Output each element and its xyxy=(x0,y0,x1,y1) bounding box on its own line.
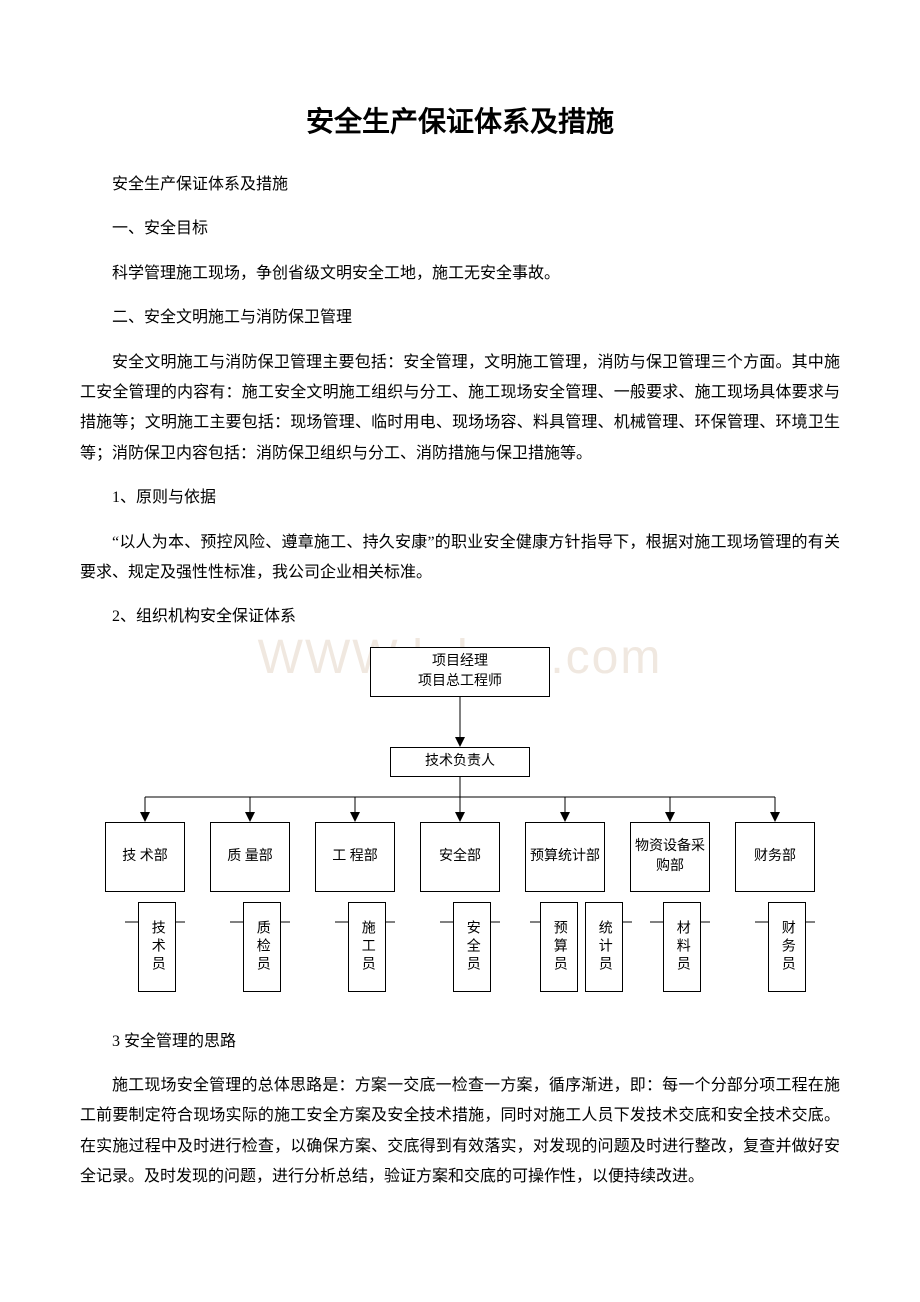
org-mid-box: 技术负责人 xyxy=(390,747,530,777)
org-sub-label: 统计员 xyxy=(594,920,614,974)
org-dept-box: 物资设备采购部 xyxy=(630,822,710,892)
para-5: 安全文明施工与消防保卫管理主要包括：安全管理，文明施工管理，消防与保卫管理三个方… xyxy=(80,348,840,470)
org-dept-box: 技 术部 xyxy=(105,822,185,892)
org-sub-box: 安全员 xyxy=(453,902,491,992)
org-sub-box: 预算员 xyxy=(540,902,578,992)
para-7: “以人为本、预控风险、遵章施工、持久安康”的职业安全健康方针指导下，根据对施工现… xyxy=(80,528,840,589)
para-9: 3 安全管理的思路 xyxy=(80,1027,840,1057)
org-sub-label: 技术员 xyxy=(147,920,167,974)
org-dept-label: 安全部 xyxy=(435,843,485,871)
org-dept-box: 安全部 xyxy=(420,822,500,892)
org-dept-box: 质 量部 xyxy=(210,822,290,892)
org-dept-box: 工 程部 xyxy=(315,822,395,892)
org-chart: 项目经理 项目总工程师 技术负责人 技 术部技术员 质 量部质检员 工 程部施工员 安… xyxy=(80,647,840,1007)
org-top-label-2: 项目总工程师 xyxy=(418,672,502,692)
org-sub-label: 质检员 xyxy=(252,920,272,974)
org-sub-box: 财务员 xyxy=(768,902,806,992)
org-sub-box: 技术员 xyxy=(138,902,176,992)
org-dept-label: 工 程部 xyxy=(328,843,382,871)
org-top-box: 项目经理 项目总工程师 xyxy=(370,647,550,697)
para-6: 1、原则与依据 xyxy=(80,483,840,513)
org-sub-label: 材料员 xyxy=(672,920,692,974)
para-8: 2、组织机构安全保证体系 xyxy=(80,602,840,632)
org-sub-box: 材料员 xyxy=(663,902,701,992)
para-1: 安全生产保证体系及措施 xyxy=(80,170,840,200)
org-sub-box: 施工员 xyxy=(348,902,386,992)
para-4: 二、安全文明施工与消防保卫管理 xyxy=(80,303,840,333)
org-sub-label: 财务员 xyxy=(777,920,797,974)
org-dept-label: 质 量部 xyxy=(223,843,277,871)
org-sub-label: 施工员 xyxy=(357,920,377,974)
org-top-label-1: 项目经理 xyxy=(432,652,488,672)
page-title: 安全生产保证体系及措施 xyxy=(80,100,840,140)
para-10: 施工现场安全管理的总体思路是：方案一交底一检查一方案，循序渐进，即：每一个分部分… xyxy=(80,1071,840,1193)
org-dept-label: 技 术部 xyxy=(118,843,172,871)
org-sub-label: 安全员 xyxy=(462,920,482,974)
org-sub-box: 质检员 xyxy=(243,902,281,992)
org-sub-box: 统计员 xyxy=(585,902,623,992)
org-dept-box: 预算统计部 xyxy=(525,822,605,892)
org-dept-label: 预算统计部 xyxy=(526,843,604,871)
org-dept-label: 物资设备采购部 xyxy=(631,833,709,880)
para-2: 一、安全目标 xyxy=(80,214,840,244)
org-sub-label: 预算员 xyxy=(549,920,569,974)
para-3: 科学管理施工现场，争创省级文明安全工地，施工无安全事故。 xyxy=(80,259,840,289)
org-dept-box: 财务部 xyxy=(735,822,815,892)
org-dept-label: 财务部 xyxy=(750,843,800,871)
